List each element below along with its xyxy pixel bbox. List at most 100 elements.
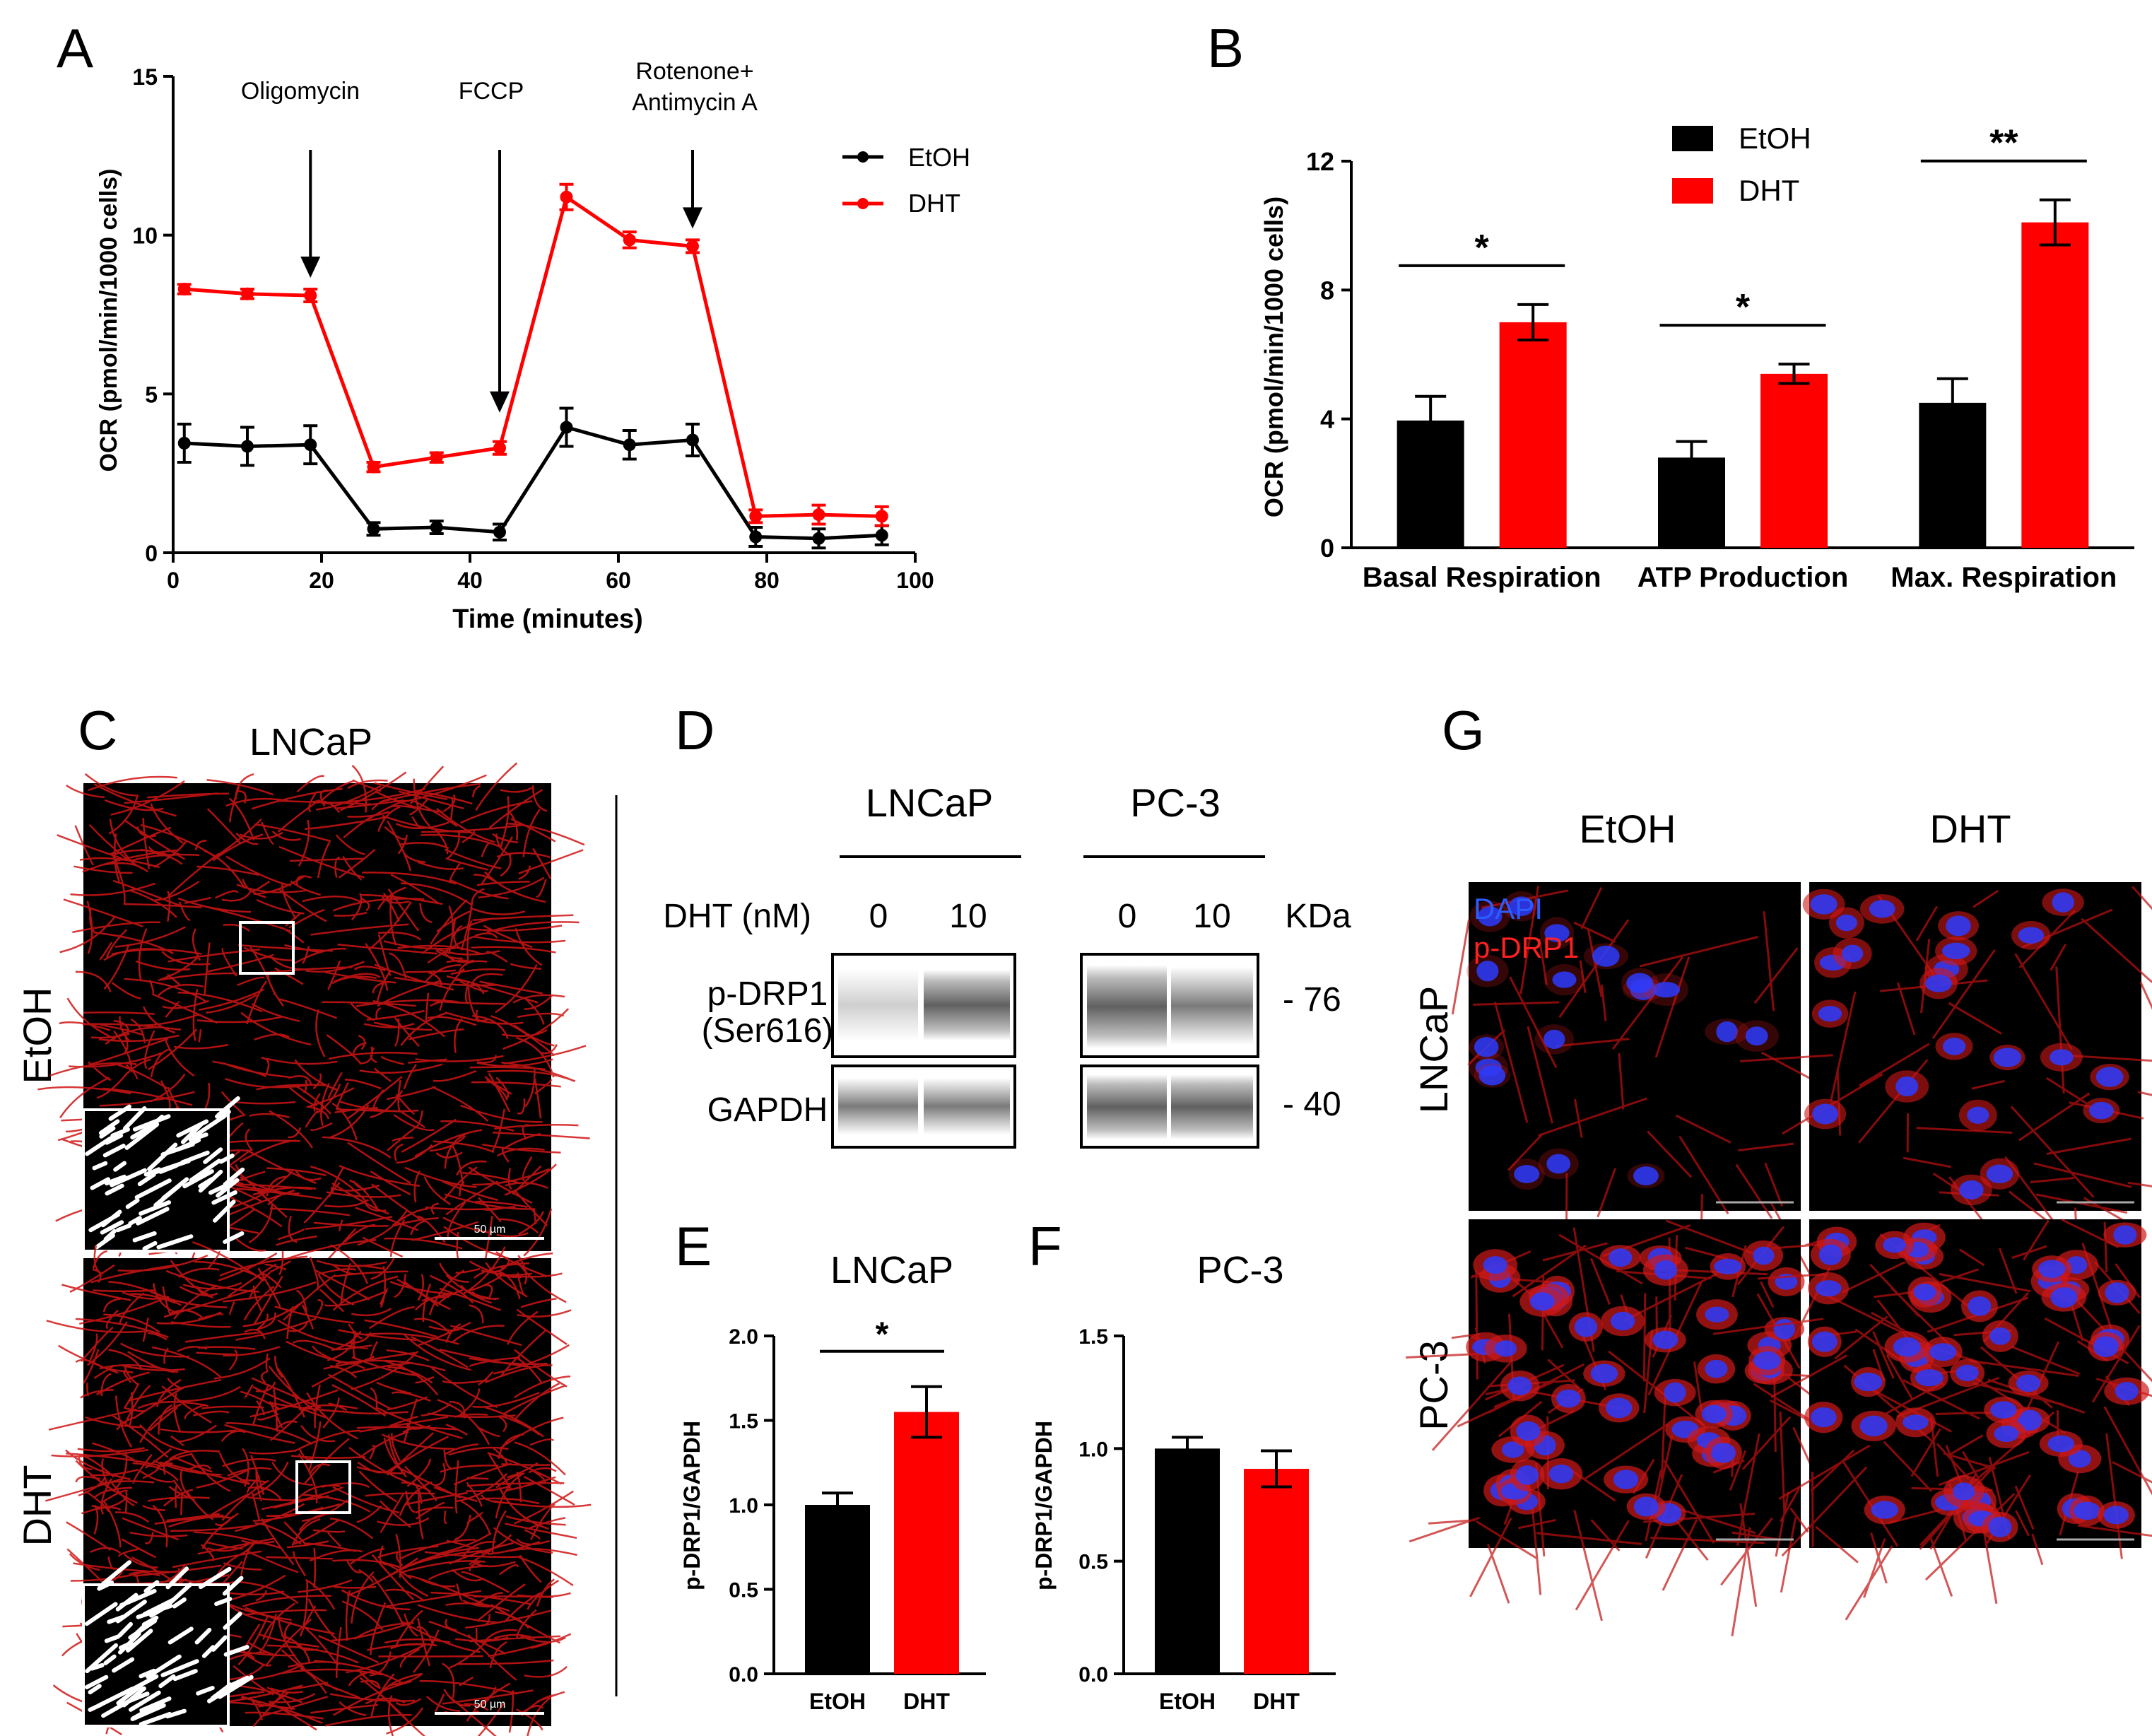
b-sig-label: * [1736,287,1751,328]
g-pc3-etoh-nucleus [1529,1292,1555,1311]
d-dose-1: 0 [869,898,888,935]
f-ytick-label: 0.5 [1078,1551,1108,1574]
g-pc3-etoh-nucleus [1654,1260,1678,1280]
g-pc3-etoh-nucleus [1495,1340,1517,1357]
g-lncap-etoh-nucleus [1543,1029,1565,1050]
g-lncap-dht-nucleus [1810,894,1838,915]
g-lncap-etoh-nucleus [1474,1037,1499,1057]
a-ytick-label: 15 [132,64,158,90]
e-ytick-label: 1.0 [729,1494,758,1518]
g-lncap-etoh-nucleus [1514,1165,1540,1183]
g-lncap-dht-nucleus [2049,1049,2074,1066]
blot-lncap-gapdh [831,1065,1016,1149]
d-row1-line1: p-DRP1 [707,975,828,1013]
g-lncap-dht-nucleus [2052,892,2074,913]
e-ytick-label: 0.5 [729,1579,758,1602]
a-ytick-label: 0 [145,541,158,566]
g-pc3-etoh-nucleus [1606,1397,1633,1419]
g-pc3-dht-nucleus [2018,1409,2042,1431]
f-ytick-label: 1.5 [1078,1325,1108,1349]
g-pc3-dht-nucleus [2050,1287,2078,1308]
c-dht-zoom-box [295,1460,351,1514]
g-lncap-etoh-cytoplasm [1451,886,1819,1294]
g-col-dht: DHT [1929,807,2011,851]
g-pc3-etoh-nucleus [1507,1376,1532,1395]
a-legend-etoh: EtOH [908,143,970,172]
g-lncap-dht-nucleus [1835,914,1857,932]
e-ytick-label: 1.5 [729,1410,758,1433]
g-lncap-dht-nucleus [1818,1005,1842,1022]
g-lncap-etoh-nucleus [1592,945,1620,967]
b-category-label: Basal Respiration [1363,562,1601,593]
g-pc3-etoh-nucleus [1701,1404,1727,1424]
panel-b: B 0 4 8 12 Basal Respiration * ATP Production *… [1207,17,2134,593]
g-pc3-dht-nucleus [2105,1282,2129,1303]
g-pc3-dht-nucleus [1811,1331,1838,1352]
d-mw-76: - 76 [1283,981,1341,1019]
g-lncap-dht-nucleus [1967,1106,1989,1124]
g-pc3-etoh-nucleus [1705,1359,1728,1378]
panel-f: F PC-3 0.0 0.5 1.0 1.5 EtOH DHT p-DRP1/GAPDH [1028,1215,1336,1714]
g-pc3-etoh-nucleus [1664,1382,1686,1403]
a-point-etoh [177,436,191,450]
panel-letter-c: C [78,699,117,761]
g-pc3-dht-nucleus [1989,1327,2011,1345]
blot-pc3-pdrp1 [1080,953,1259,1058]
f-bar-dht [1244,1469,1309,1674]
g-pc3-dht-nucleus [2103,1506,2129,1525]
a-point-dht [686,240,699,253]
panel-c: C LNCaP EtOH DHT 50 µm 50 µm [15,699,592,1736]
e-ylabel: p-DRP1/GAPDH [679,1421,705,1590]
micrograph-etoh: 50 µm [37,762,590,1267]
a-point-dht [875,510,888,523]
a-point-etoh [875,529,888,542]
g-pc3-etoh-nucleus [1652,1330,1678,1349]
g-lncap-etoh-nucleus [1544,924,1570,942]
g-pc3-dht-nucleus [2113,1225,2137,1245]
a-ytick-label: 5 [145,382,158,407]
a-point-dht [430,451,443,464]
d-dose-4: 10 [1193,898,1230,935]
g-pc3-etoh-nucleus [1633,1496,1659,1517]
a-annotation-fccp: FCCP [459,78,524,105]
c-etoh-scale-label: 50 µm [474,1224,506,1236]
c-dht-scale-label: 50 µm [474,1699,506,1711]
b-legend-etoh: EtOH [1739,122,1811,155]
g-lncap-dht-nucleus [2088,1101,2114,1120]
micrograph-grid [1406,882,2152,1637]
e-bar-dht [894,1412,959,1674]
g-lncap-etoh-nucleus [1716,1021,1738,1043]
panel-letter-d: D [675,699,715,761]
g-lncap-etoh-nucleus [1652,981,1680,998]
b-ytick-label: 8 [1320,276,1334,305]
a-xlabel: Time (minutes) [452,604,643,634]
d-dose-2: 10 [949,898,987,935]
g-lncap-dht-nucleus [1925,974,1952,992]
e-title: LNCaP [830,1249,953,1291]
g-lncap-etoh-nucleus [1626,973,1654,993]
g-pc3-dht-nucleus [2068,1450,2091,1468]
a-point-dht [623,233,636,247]
g-pc3-dht-nucleus [1956,1364,1979,1382]
g-pc3-etoh-nucleus [1483,1256,1508,1274]
e-bar-etoh [805,1505,870,1674]
g-pc3-etoh-nucleus [1711,1443,1736,1463]
g-pc3-etoh-nucleus [1556,1389,1581,1408]
g-legend-pdrp1: p-DRP1 [1474,931,1579,964]
f-title: PC-3 [1196,1249,1283,1291]
a-xtick-label: 40 [457,568,483,593]
a-point-etoh [686,433,699,447]
b-sig-label: ** [1989,123,2018,164]
g-pc3-dht-nucleus [1893,1337,1921,1357]
g-pc3-dht-nucleus [1815,1280,1842,1297]
a-point-etoh [430,521,443,534]
b-legend-dht: DHT [1739,174,1799,207]
a-legend: EtOH DHT [842,143,970,218]
e-sig-label: * [876,1316,889,1354]
a-annotation-antimycin: Antimycin A [632,89,758,116]
g-lncap-dht-nucleus [1869,900,1895,918]
g-pc3-etoh-nucleus [1501,1441,1524,1458]
g-pc3-etoh-nucleus [1548,1464,1574,1484]
d-mw-40: - 40 [1283,1086,1341,1123]
